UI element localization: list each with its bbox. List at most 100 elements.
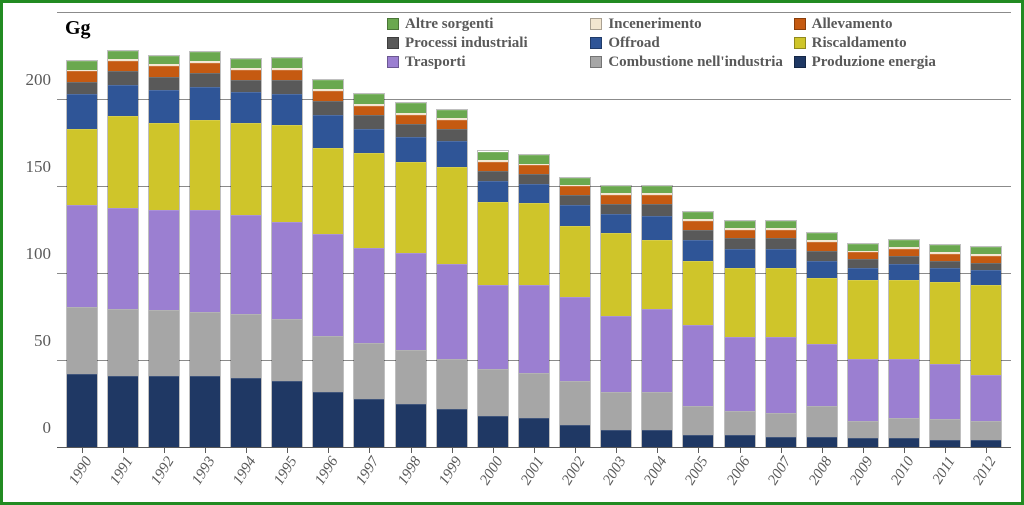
x-label: 1996	[312, 454, 342, 488]
bar-segment-trasporti	[437, 264, 467, 359]
legend-label: Allevamento	[812, 15, 893, 33]
bar-column	[349, 13, 390, 448]
bar-segment-produzione_energia	[149, 376, 179, 447]
bar-segment-trasporti	[560, 297, 590, 382]
bar-segment-altre_sorgenti	[725, 221, 755, 228]
x-label-column: 2007	[760, 448, 801, 502]
plot-area: Gg Altre sorgentiIncenerimentoAllevament…	[57, 13, 1011, 448]
x-label: 2004	[641, 454, 671, 488]
bar-segment-trasporti	[848, 359, 878, 421]
bar-segment-combustione_industria	[642, 392, 672, 430]
bar-stack	[724, 220, 756, 448]
bar-segment-produzione_energia	[807, 437, 837, 447]
bar-segment-offroad	[971, 270, 1001, 286]
x-label-column: 1995	[267, 448, 308, 502]
bar-segment-trasporti	[272, 222, 302, 319]
bar-segment-trasporti	[766, 337, 796, 413]
bar-segment-processi_industriali	[478, 171, 508, 181]
x-label: 2008	[806, 454, 836, 488]
bar-segment-combustione_industria	[848, 421, 878, 438]
bar-stack	[806, 232, 838, 448]
x-label: 1997	[354, 454, 384, 488]
bar-segment-processi_industriali	[889, 256, 919, 265]
bar-stack	[765, 220, 797, 448]
bar-segment-combustione_industria	[437, 359, 467, 409]
bar-segment-offroad	[313, 115, 343, 148]
bar-stack	[353, 93, 385, 448]
y-tick-label: 0	[43, 418, 52, 438]
bar-segment-altre_sorgenti	[560, 178, 590, 185]
legend-swatch	[794, 18, 806, 30]
legend-label: Processi industriali	[405, 34, 528, 52]
bar-segment-allevamento	[354, 106, 384, 115]
bar-segment-produzione_energia	[930, 440, 960, 447]
bar-segment-altre_sorgenti	[478, 152, 508, 161]
bar-segment-riscaldamento	[766, 268, 796, 337]
bar-segment-offroad	[272, 94, 302, 125]
bar-column	[925, 13, 966, 448]
bar-segment-produzione_energia	[354, 399, 384, 447]
bar-segment-altre_sorgenti	[807, 233, 837, 240]
bar-stack	[395, 102, 427, 448]
bar-segment-allevamento	[848, 252, 878, 259]
x-label-column: 1994	[226, 448, 267, 502]
bar-column	[719, 13, 760, 448]
bar-segment-riscaldamento	[519, 203, 549, 284]
x-label-column: 2012	[966, 448, 1007, 502]
legend-label: Altre sorgenti	[405, 15, 493, 33]
bar-column	[596, 13, 637, 448]
bar-segment-processi_industriali	[683, 230, 713, 240]
bar-segment-combustione_industria	[354, 343, 384, 398]
bar-segment-trasporti	[108, 208, 138, 308]
bar-segment-altre_sorgenti	[971, 247, 1001, 254]
bar-column	[884, 13, 925, 448]
legend-item: Trasporti	[387, 53, 590, 71]
bar-segment-altre_sorgenti	[437, 110, 467, 119]
bar-segment-combustione_industria	[807, 406, 837, 437]
x-label: 1994	[230, 454, 260, 488]
bar-segment-riscaldamento	[725, 268, 755, 337]
bar-segment-allevamento	[108, 61, 138, 71]
bar-segment-allevamento	[889, 249, 919, 256]
bar-segment-altre_sorgenti	[190, 52, 220, 61]
bar-segment-processi_industriali	[231, 80, 261, 92]
bar-segment-processi_industriali	[149, 77, 179, 91]
bar-segment-combustione_industria	[725, 411, 755, 435]
x-label: 1995	[271, 454, 301, 488]
x-label: 2009	[847, 454, 877, 488]
bar-stack	[66, 60, 98, 448]
bar-segment-produzione_energia	[231, 378, 261, 447]
legend-label: Offroad	[608, 34, 659, 52]
legend-item: Combustione nell'industria	[590, 53, 793, 71]
bar-segment-combustione_industria	[478, 369, 508, 416]
x-label: 1998	[395, 454, 425, 488]
bar-segment-combustione_industria	[519, 373, 549, 418]
x-label: 1991	[107, 454, 137, 488]
x-label: 2012	[970, 454, 1000, 488]
bar-column	[308, 13, 349, 448]
x-label-column: 2003	[596, 448, 637, 502]
bar-segment-altre_sorgenti	[313, 80, 343, 89]
x-label-column: 1990	[61, 448, 102, 502]
legend-item: Riscaldamento	[794, 34, 997, 52]
bar-stack	[600, 185, 632, 448]
bar-segment-offroad	[396, 137, 426, 161]
bar-stack	[559, 177, 591, 448]
x-labels: 1990199119921993199419951996199719981999…	[57, 448, 1011, 502]
bar-segment-trasporti	[601, 316, 631, 392]
bar-segment-processi_industriali	[560, 195, 590, 205]
bar-column	[760, 13, 801, 448]
bar-column	[61, 13, 102, 448]
bar-segment-produzione_energia	[478, 416, 508, 447]
x-label: 1990	[66, 454, 96, 488]
bar-segment-processi_industriali	[601, 204, 631, 214]
legend-item: Produzione energia	[794, 53, 997, 71]
bar-segment-riscaldamento	[354, 153, 384, 248]
bar-segment-trasporti	[889, 359, 919, 418]
bar-segment-combustione_industria	[971, 421, 1001, 440]
bar-segment-produzione_energia	[725, 435, 755, 447]
bar-column	[555, 13, 596, 448]
bar-segment-riscaldamento	[437, 167, 467, 264]
bar-segment-trasporti	[807, 344, 837, 406]
bar-segment-produzione_energia	[971, 440, 1001, 447]
